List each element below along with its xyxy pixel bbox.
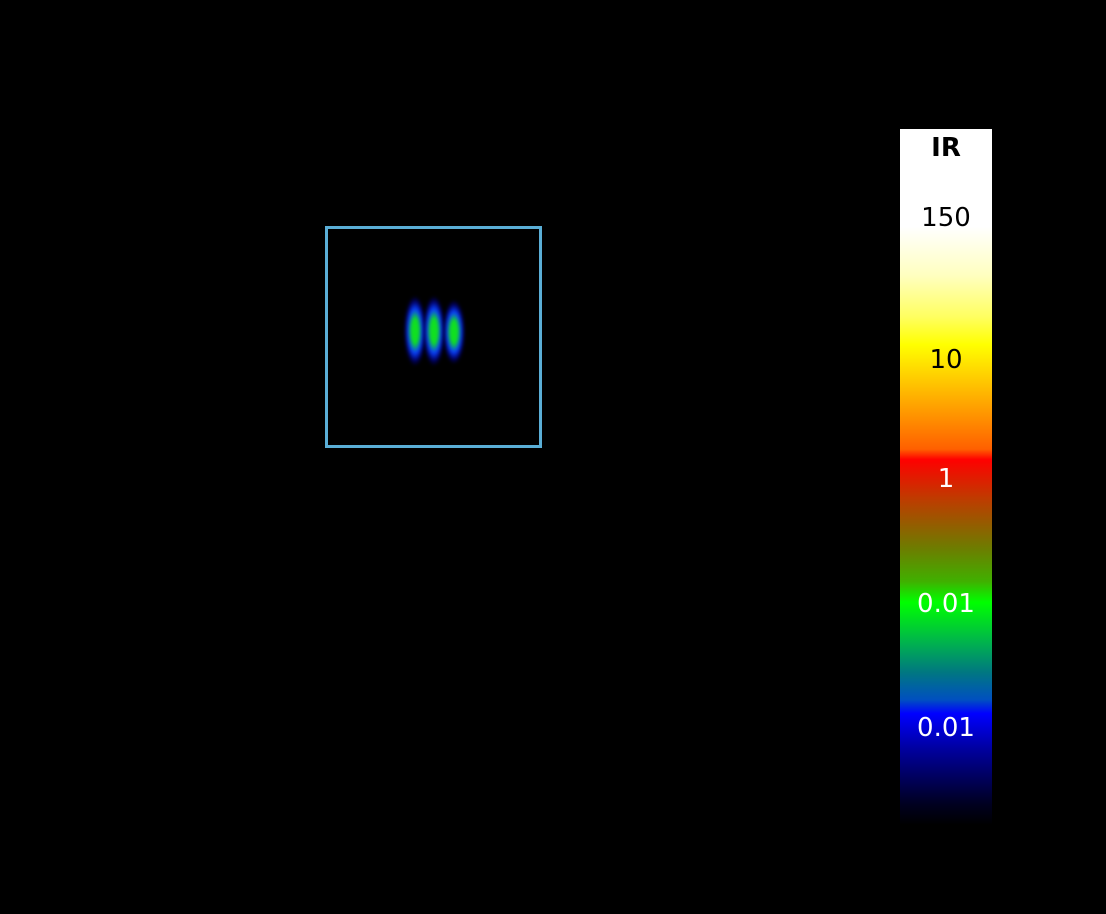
signal-blob [404, 296, 426, 366]
signal-blob [423, 296, 445, 366]
colorbar-tick: 150 [921, 203, 971, 233]
signal-blob [443, 300, 465, 364]
colorbar-title: IR [931, 133, 961, 163]
roi-rectangle[interactable] [325, 226, 542, 448]
colorbar-tick: 0.01 [917, 589, 975, 619]
colorbar-tick: 10 [929, 345, 963, 375]
colorbar: IR 150 10 1 0.01 0.01 [900, 129, 992, 825]
colorbar-tick: 1 [937, 464, 955, 494]
colorbar-tick: 0.01 [917, 713, 975, 743]
